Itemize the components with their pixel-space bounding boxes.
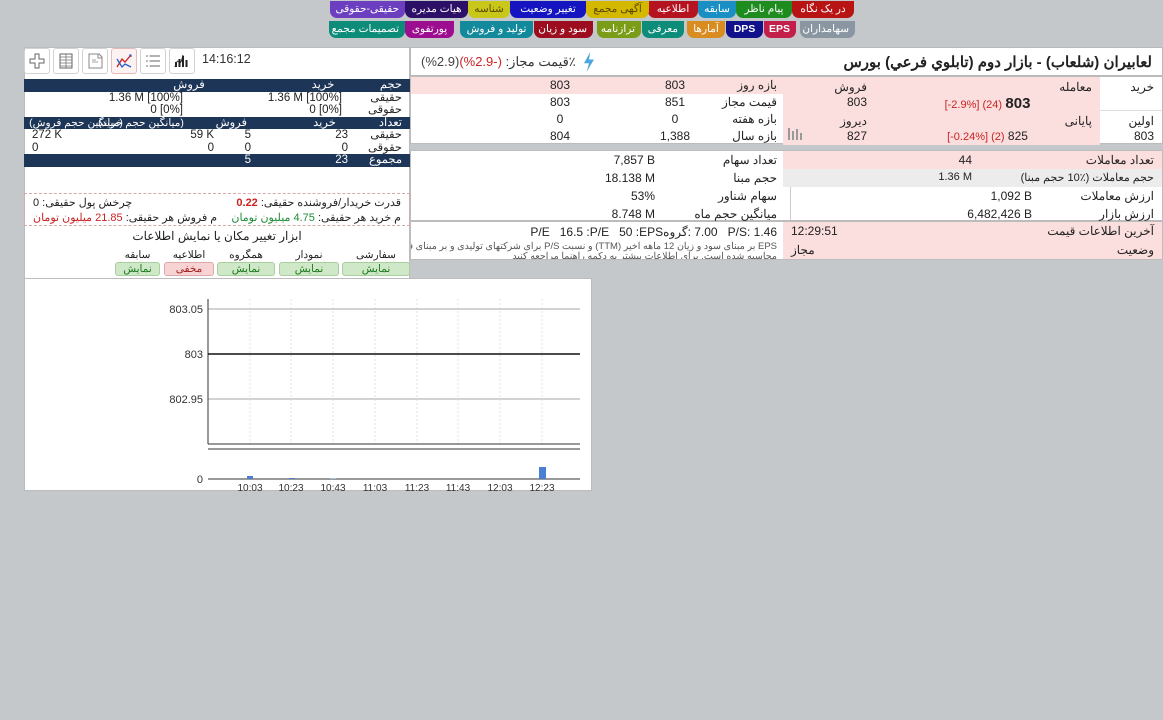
- svg-text:803.05: 803.05: [169, 304, 203, 316]
- svg-text:12:03: 12:03: [487, 483, 512, 492]
- svg-text:10:03: 10:03: [237, 483, 262, 492]
- svg-text:11:23: 11:23: [405, 483, 430, 492]
- svg-text:802.95: 802.95: [169, 394, 203, 406]
- svg-text:11:03: 11:03: [363, 483, 388, 492]
- svg-text:12:23: 12:23: [529, 483, 554, 492]
- svg-text:11:43: 11:43: [446, 483, 471, 492]
- svg-text:10:23: 10:23: [278, 483, 303, 492]
- svg-text:803: 803: [185, 349, 203, 361]
- svg-text:0: 0: [197, 474, 203, 486]
- svg-text:10:43: 10:43: [320, 483, 345, 492]
